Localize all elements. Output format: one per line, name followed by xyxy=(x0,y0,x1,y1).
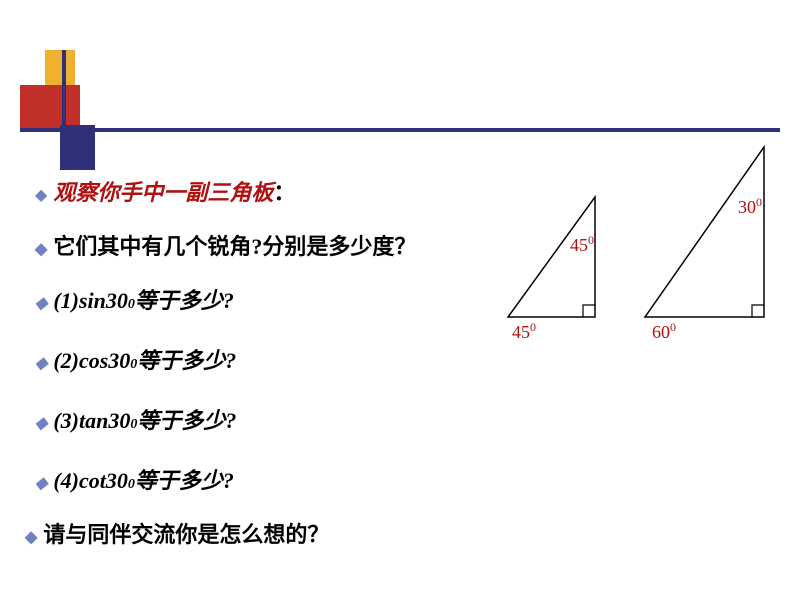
label-30-top: 300 xyxy=(738,195,762,218)
label-30-top-val: 30 xyxy=(738,197,756,217)
label-45-top: 450 xyxy=(570,233,594,256)
triangles-diagram: 450 450 300 600 xyxy=(500,185,790,355)
q2-prefix: (2)cos30 xyxy=(53,348,130,374)
q3-suffix: 等于多少? xyxy=(137,403,236,435)
q3-deg: 0 xyxy=(130,417,137,433)
bullet-icon: ◆ xyxy=(35,476,47,492)
bullet-icon: ◆ xyxy=(35,296,47,312)
q2-deg: 0 xyxy=(130,357,137,373)
bullet-icon: ◆ xyxy=(35,242,47,258)
bullet-icon: ◆ xyxy=(35,356,47,372)
label-60-bottom: 600 xyxy=(652,320,676,343)
q-text: 它们其中有几个锐角?分别是多少度？ xyxy=(53,229,416,261)
triangle-30-60 xyxy=(645,147,764,317)
q1-prefix: (1)sin30 xyxy=(53,288,128,314)
line-discuss: ◆ 请与同伴交流你是怎么想的？ xyxy=(25,517,595,549)
line-q3: ◆ (3)tan300等于多少? xyxy=(35,403,595,435)
label-45-bottom: 450 xyxy=(512,320,536,343)
bullet-icon: ◆ xyxy=(35,416,47,432)
q2-suffix: 等于多少? xyxy=(137,343,236,375)
label-45-top-val: 45 xyxy=(570,235,588,255)
bullet-icon: ◆ xyxy=(35,188,47,204)
q1-deg: 0 xyxy=(128,297,135,313)
label-deg: 0 xyxy=(670,320,676,334)
logo-vertical-line xyxy=(62,50,66,170)
bullet-icon: ◆ xyxy=(25,530,37,546)
line-q4: ◆ (4)cot300等于多少? xyxy=(35,463,595,495)
title-text: 观察你手中一副三角板 xyxy=(53,175,273,207)
q4-deg: 0 xyxy=(128,477,135,493)
label-deg: 0 xyxy=(588,233,594,247)
q4-suffix: 等于多少? xyxy=(135,463,234,495)
q3-prefix: (3)tan30 xyxy=(53,408,130,434)
label-60-bot-val: 60 xyxy=(652,322,670,342)
logo-horizontal-line xyxy=(20,128,780,132)
triangle-45-45 xyxy=(508,197,595,317)
right-angle-mark-2 xyxy=(752,305,764,317)
label-45-bot-val: 45 xyxy=(512,322,530,342)
label-deg: 0 xyxy=(530,320,536,334)
label-deg: 0 xyxy=(756,195,762,209)
logo-red-square xyxy=(20,85,80,130)
logo-yellow-square xyxy=(45,50,75,90)
slide-logo xyxy=(20,50,220,150)
q1-suffix: 等于多少? xyxy=(135,283,234,315)
q4-prefix: (4)cot30 xyxy=(53,468,128,494)
title-colon: ： xyxy=(273,175,295,207)
right-angle-mark-1 xyxy=(583,305,595,317)
discuss-text: 请与同伴交流你是怎么想的？ xyxy=(43,517,329,549)
